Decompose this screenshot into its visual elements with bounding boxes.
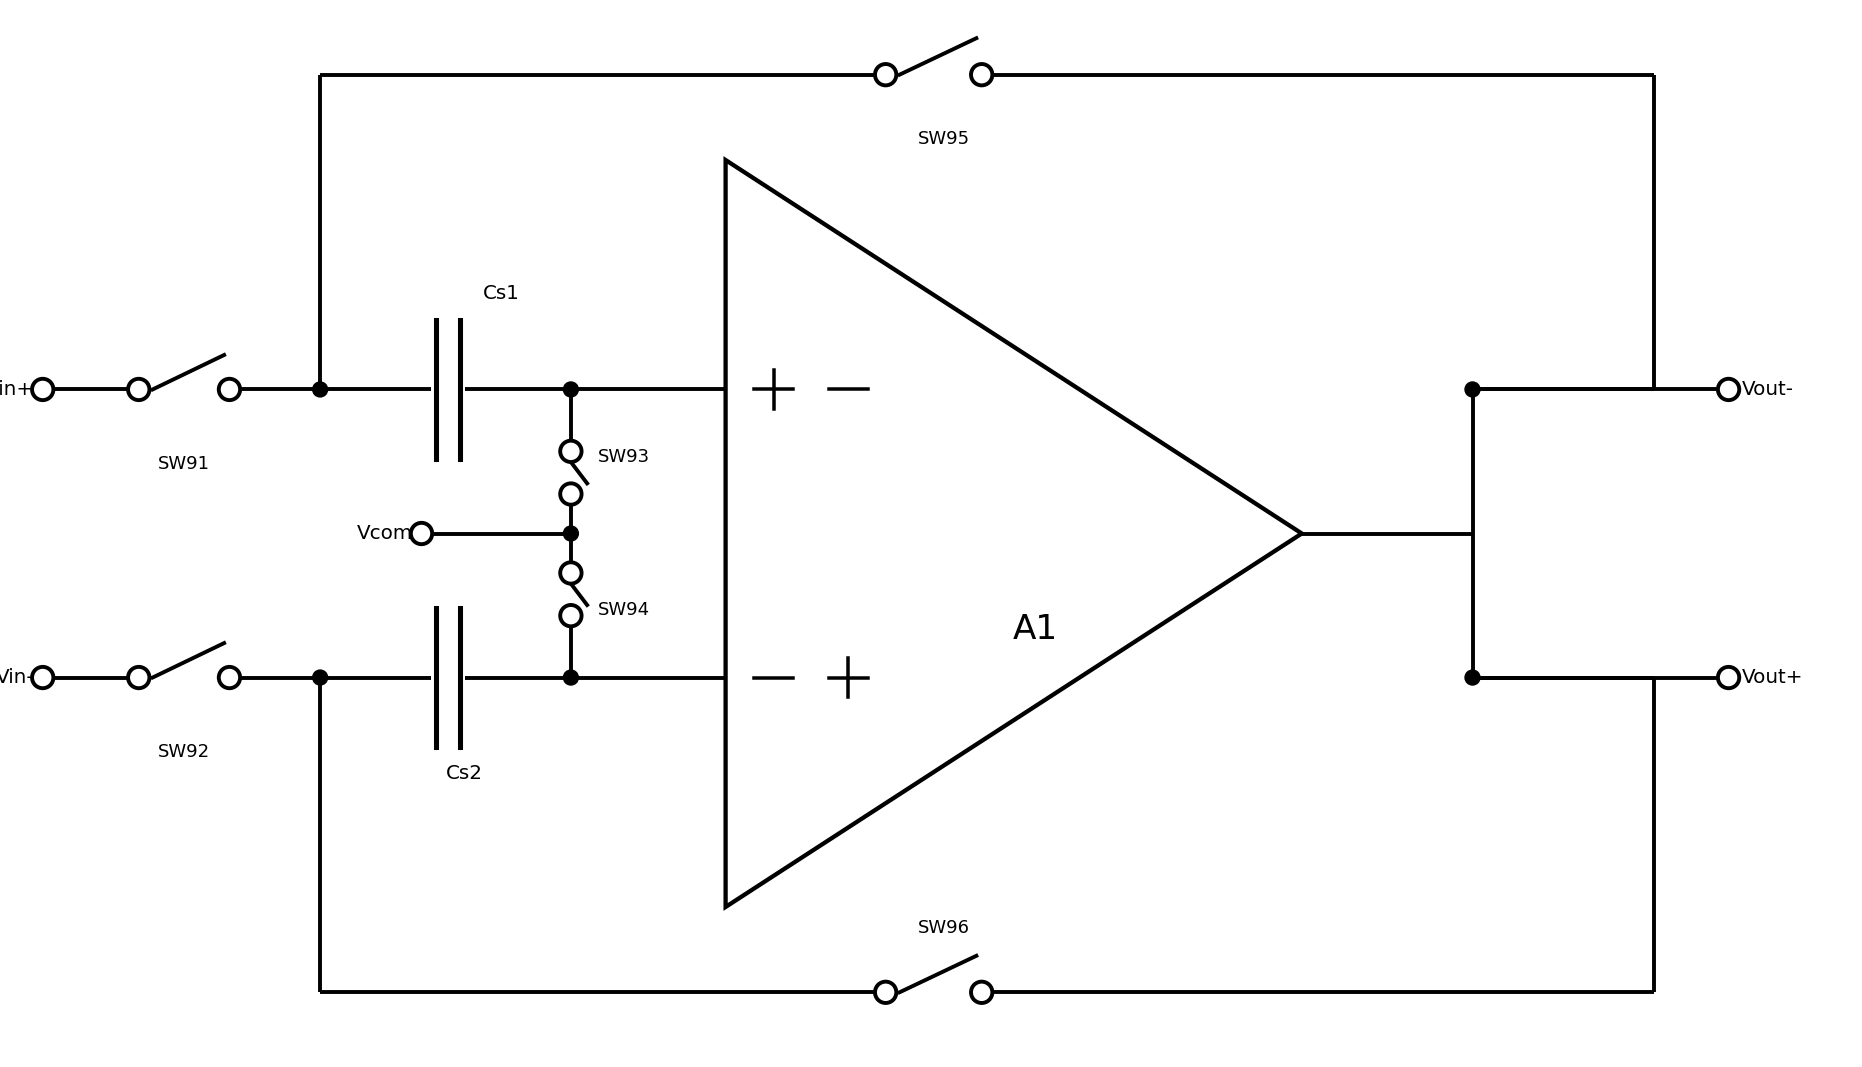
- Text: Vout+: Vout+: [1741, 668, 1802, 687]
- Text: Cs1: Cs1: [482, 284, 519, 303]
- Circle shape: [560, 562, 581, 584]
- Circle shape: [875, 64, 896, 85]
- Circle shape: [560, 483, 581, 505]
- Text: Vcom: Vcom: [358, 524, 413, 543]
- Circle shape: [564, 382, 579, 397]
- Text: SW95: SW95: [918, 130, 970, 147]
- Circle shape: [32, 379, 54, 400]
- Circle shape: [1719, 379, 1739, 400]
- Text: Vin-: Vin-: [0, 668, 34, 687]
- Text: SW96: SW96: [918, 920, 970, 937]
- Text: Vin+: Vin+: [0, 380, 34, 399]
- Text: SW92: SW92: [158, 744, 210, 761]
- Circle shape: [218, 667, 240, 688]
- Circle shape: [970, 64, 992, 85]
- Text: SW93: SW93: [598, 448, 650, 465]
- Circle shape: [32, 667, 54, 688]
- Circle shape: [412, 523, 432, 544]
- Circle shape: [313, 382, 328, 397]
- Circle shape: [560, 605, 581, 626]
- Text: Cs2: Cs2: [445, 764, 482, 783]
- Text: SW94: SW94: [598, 602, 650, 619]
- Circle shape: [313, 670, 328, 685]
- Circle shape: [128, 667, 149, 688]
- Circle shape: [1465, 382, 1480, 397]
- Circle shape: [875, 982, 896, 1003]
- Text: Vout-: Vout-: [1741, 380, 1793, 399]
- Circle shape: [564, 526, 579, 541]
- Circle shape: [1719, 667, 1739, 688]
- Circle shape: [1465, 670, 1480, 685]
- Circle shape: [564, 670, 579, 685]
- Text: A1: A1: [1013, 614, 1058, 646]
- Circle shape: [218, 379, 240, 400]
- Circle shape: [560, 441, 581, 462]
- Circle shape: [970, 982, 992, 1003]
- Circle shape: [128, 379, 149, 400]
- Text: SW91: SW91: [158, 456, 210, 473]
